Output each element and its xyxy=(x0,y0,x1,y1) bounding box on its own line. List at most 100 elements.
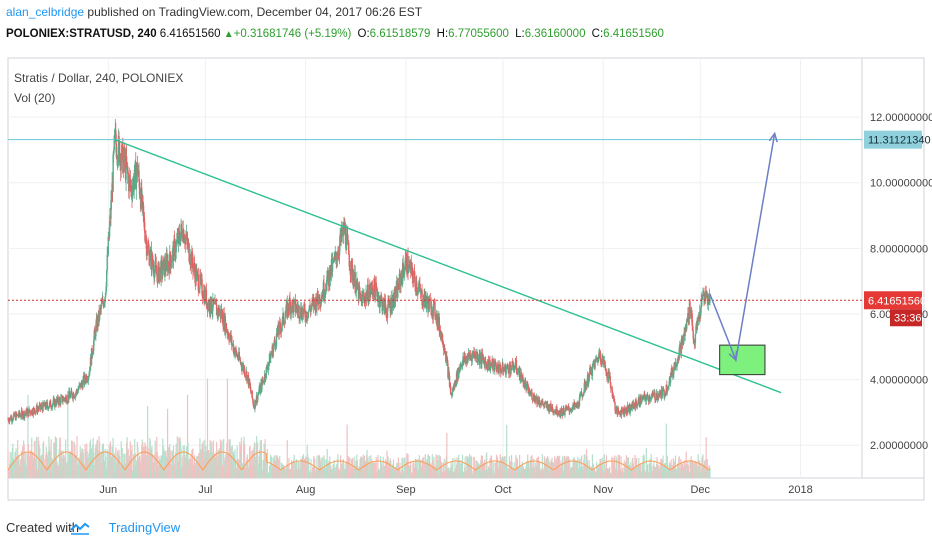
projection-arrowhead-down xyxy=(728,350,738,362)
candle-body xyxy=(218,312,221,316)
volume-bar xyxy=(102,443,105,478)
candle-body xyxy=(513,369,515,372)
target-zone-box xyxy=(719,344,766,376)
time-axis xyxy=(7,477,925,501)
volume-bar xyxy=(484,459,486,478)
candle-body xyxy=(700,307,702,316)
high-value: 6.77055600 xyxy=(448,28,509,40)
tradingview-brand[interactable]: TradingView xyxy=(108,520,181,535)
volume-bar xyxy=(182,445,184,478)
candle-body xyxy=(323,296,326,298)
author-link[interactable]: alan_celbridge xyxy=(6,5,85,19)
candle-body xyxy=(52,403,54,406)
volume-bar xyxy=(623,460,625,478)
candle-body xyxy=(684,330,686,337)
candle-body xyxy=(91,353,94,356)
candle-body xyxy=(12,415,15,420)
volume-bar xyxy=(574,460,576,478)
candle-body xyxy=(46,402,49,407)
countdown-badge xyxy=(890,309,922,327)
volume-bar xyxy=(308,457,310,478)
candle-body xyxy=(26,410,29,416)
volume-bar xyxy=(665,423,667,478)
candle-body xyxy=(36,408,39,413)
volume-bar xyxy=(298,462,300,478)
candle-body xyxy=(385,310,388,317)
candle-body xyxy=(187,243,190,244)
candle-body xyxy=(686,318,688,329)
candle-body xyxy=(431,314,433,316)
candle-body xyxy=(381,298,383,312)
candle-body xyxy=(75,390,78,394)
candle-body xyxy=(697,320,699,326)
candle-body xyxy=(81,381,83,384)
candle-body xyxy=(307,317,309,319)
change-value: +0.31681746 (+5.19%) xyxy=(233,28,352,40)
candle-body xyxy=(625,407,628,414)
candle-body xyxy=(627,409,630,411)
volume-bar xyxy=(226,378,229,478)
candle-body xyxy=(350,260,353,276)
candle-body xyxy=(116,157,119,163)
volume-bar xyxy=(225,454,227,478)
candle-body xyxy=(325,290,327,292)
candle-body xyxy=(139,194,141,199)
volume-bar xyxy=(186,394,189,478)
low-value: 6.36160000 xyxy=(524,28,586,40)
candle-body xyxy=(611,388,613,390)
candle-body xyxy=(38,409,40,410)
candle-body xyxy=(482,357,485,361)
candle-body xyxy=(479,356,481,364)
volume-bar xyxy=(377,455,379,478)
candle-body xyxy=(155,265,157,273)
volume-bar xyxy=(421,458,424,478)
volume-bar xyxy=(407,454,409,478)
candle-body xyxy=(610,383,612,389)
volume-bar xyxy=(446,432,448,478)
candle-body xyxy=(167,261,170,266)
candle-body xyxy=(243,368,246,376)
candle-body xyxy=(392,295,395,307)
volume-indicator-label: Vol (20) xyxy=(14,91,55,105)
candle-body xyxy=(602,356,604,364)
candle-body xyxy=(693,343,696,345)
footer: Created with TradingView xyxy=(6,520,180,535)
candle-body xyxy=(298,318,301,320)
volume-bar xyxy=(348,457,350,478)
candle-body xyxy=(570,409,573,411)
candle-body xyxy=(104,292,107,298)
candle-body xyxy=(131,187,134,198)
candle-body xyxy=(524,381,526,388)
candle-body xyxy=(579,393,581,397)
candle-body xyxy=(454,380,457,386)
volume-bar xyxy=(43,458,45,478)
candle-body xyxy=(705,293,707,297)
candle-body xyxy=(66,402,68,404)
volume-bar xyxy=(211,441,213,478)
candle-body xyxy=(687,313,690,321)
volume-bar xyxy=(461,454,464,478)
candle-body xyxy=(695,326,697,334)
volume-bar xyxy=(479,463,481,478)
candle-body xyxy=(293,301,295,313)
x-tick-label: Sep xyxy=(396,484,416,496)
candle-body xyxy=(239,359,242,363)
volume-bar xyxy=(456,457,458,478)
price-badge xyxy=(864,291,922,310)
volume-bar xyxy=(35,436,38,478)
volume-bar xyxy=(506,466,508,478)
candle-body xyxy=(522,378,525,388)
candle-body xyxy=(214,300,217,304)
candle-body xyxy=(133,164,136,181)
candle-body xyxy=(249,384,251,387)
candle-body xyxy=(384,301,387,309)
y-tick-label: 10.00000000 xyxy=(870,178,932,190)
candle-body xyxy=(679,344,681,348)
volume-bar xyxy=(310,459,312,478)
candle-body xyxy=(46,402,48,403)
candle-body xyxy=(180,224,183,230)
candle-body xyxy=(31,409,33,415)
candle-body xyxy=(11,420,14,422)
candle-body xyxy=(676,361,678,367)
